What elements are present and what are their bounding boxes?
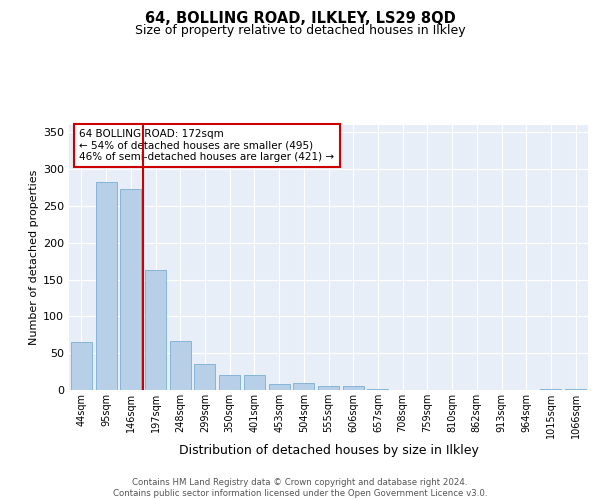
Text: 64 BOLLING ROAD: 172sqm
← 54% of detached houses are smaller (495)
46% of semi-d: 64 BOLLING ROAD: 172sqm ← 54% of detache…	[79, 129, 335, 162]
Text: 64, BOLLING ROAD, ILKLEY, LS29 8QD: 64, BOLLING ROAD, ILKLEY, LS29 8QD	[145, 11, 455, 26]
Bar	[269, 384, 290, 390]
Bar	[219, 376, 240, 390]
Bar	[120, 189, 141, 390]
Bar	[565, 388, 586, 390]
Bar	[71, 342, 92, 390]
Bar	[293, 382, 314, 390]
Bar	[318, 386, 339, 390]
X-axis label: Distribution of detached houses by size in Ilkley: Distribution of detached houses by size …	[179, 444, 478, 456]
Text: Size of property relative to detached houses in Ilkley: Size of property relative to detached ho…	[134, 24, 466, 37]
Bar	[95, 182, 116, 390]
Bar	[541, 388, 562, 390]
Bar	[170, 340, 191, 390]
Text: Contains HM Land Registry data © Crown copyright and database right 2024.
Contai: Contains HM Land Registry data © Crown c…	[113, 478, 487, 498]
Bar	[244, 376, 265, 390]
Bar	[194, 364, 215, 390]
Bar	[145, 270, 166, 390]
Y-axis label: Number of detached properties: Number of detached properties	[29, 170, 39, 345]
Bar	[343, 386, 364, 390]
